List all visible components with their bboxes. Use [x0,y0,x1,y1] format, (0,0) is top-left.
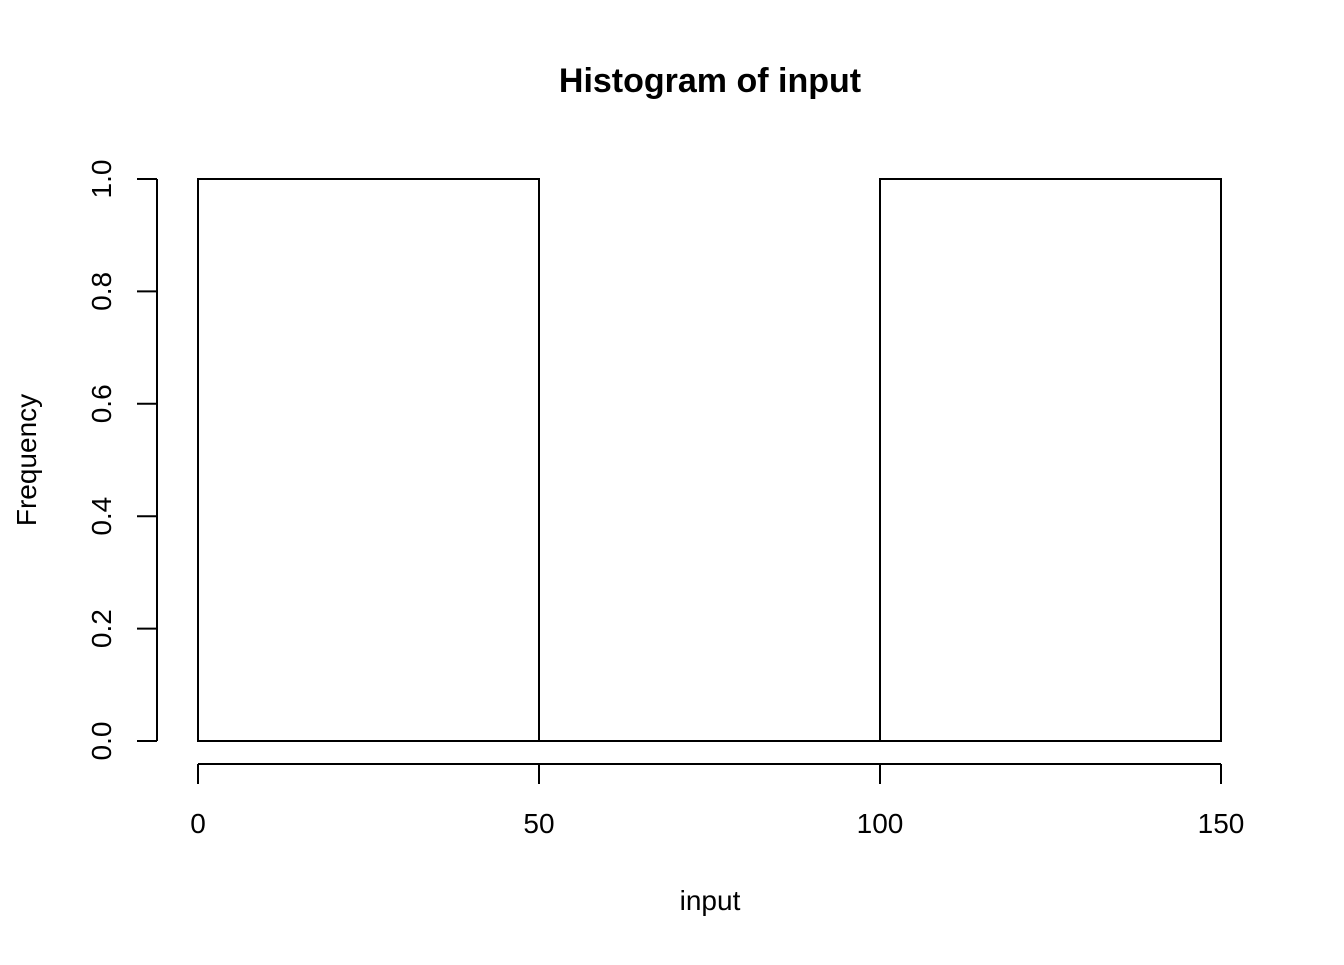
bars-layer [197,178,1222,742]
y-tick-label: 1.0 [86,160,117,199]
chart-title: Histogram of input [559,62,861,100]
y-tick-label: 0.4 [86,497,117,536]
y-tick-label: 0.2 [86,609,117,648]
y-tick-label: 0.0 [86,722,117,761]
y-tick-label: 0.6 [86,384,117,423]
histogram-bar [879,178,1222,742]
x-tick-label: 150 [1198,808,1245,839]
y-axis: 0.0 0.2 0.4 0.6 0.8 1.0 [86,160,158,761]
x-axis-label: input [680,885,741,916]
y-tick-label: 0.8 [86,272,117,311]
x-tick-label: 100 [857,808,904,839]
x-tick-label: 50 [523,808,554,839]
x-axis: 0 50 100 150 [190,763,1245,839]
histogram-bar [197,178,540,742]
y-axis-label: Frequency [11,394,42,526]
x-tick-label: 0 [190,808,206,839]
